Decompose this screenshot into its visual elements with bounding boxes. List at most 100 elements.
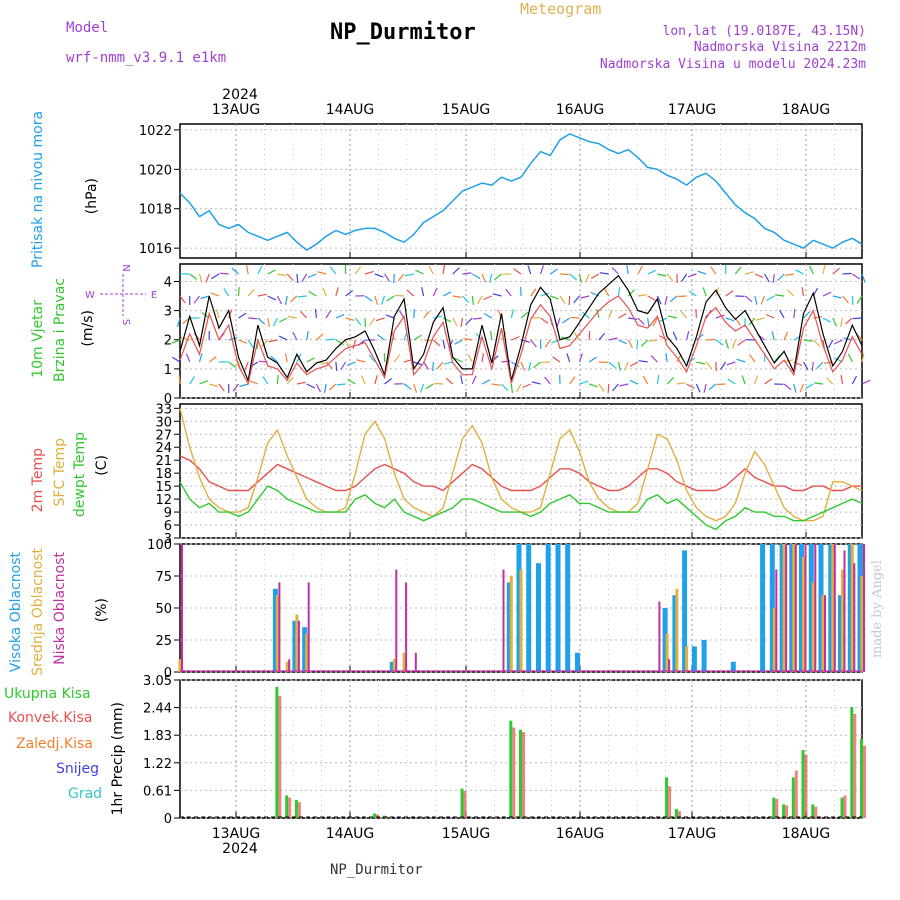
wind-arrow <box>588 330 591 341</box>
mid-cloud-bar <box>665 633 669 672</box>
y-tick-label: 12 <box>155 493 172 508</box>
wind-arrow <box>559 273 570 276</box>
wind-arrow <box>510 309 514 319</box>
wind-arrow <box>528 361 532 371</box>
wind-arrow <box>481 273 487 283</box>
wind-arrow <box>406 289 415 297</box>
wind-arrow <box>354 317 362 326</box>
wind-arrow <box>726 361 736 366</box>
wind-arrow <box>364 270 374 275</box>
wind-arrow <box>247 288 255 297</box>
wind-arrow <box>471 295 474 305</box>
wind-arrow <box>425 383 434 390</box>
mid-cloud-bar <box>402 652 406 672</box>
wind-arrow <box>559 295 566 304</box>
wind-arrow <box>481 353 484 363</box>
wind-arrow <box>765 313 775 319</box>
convective-precip-bar <box>522 732 525 818</box>
wind-arrow <box>816 361 824 369</box>
wind-arrow <box>287 315 298 319</box>
low-cloud-bar <box>414 652 417 672</box>
wind-arrow <box>326 338 336 341</box>
wind-arrow <box>664 295 668 305</box>
wind-arrow <box>754 295 758 305</box>
y-tick-label: 100 <box>147 538 172 553</box>
wind-arrow <box>423 361 430 370</box>
wind-arrow <box>623 361 629 371</box>
y-tick-label: 0.61 <box>143 784 172 799</box>
wind-arrow <box>814 382 824 385</box>
high-cloud-bar <box>516 544 522 672</box>
wind-arrow <box>462 295 470 303</box>
wind-arrow <box>218 383 225 392</box>
wind-arrow <box>297 295 307 298</box>
wind-arrow <box>228 309 233 319</box>
mid-cloud-bar <box>275 595 279 672</box>
station-elevation: Nadmorska Visina 2212m <box>693 40 866 55</box>
mid-cloud-bar <box>821 595 825 672</box>
wind-arrow <box>578 273 583 283</box>
wind-arrow <box>852 317 863 320</box>
wind-arrow <box>676 382 686 385</box>
wind-arrow <box>501 383 509 391</box>
wind-arrow <box>347 378 356 385</box>
wind-arrow <box>345 317 355 321</box>
wind-arrow <box>404 273 414 277</box>
low-cloud-bar <box>405 582 408 672</box>
wind-arrow <box>786 289 795 297</box>
y-tick-label: 27 <box>155 428 172 443</box>
wind-arrow <box>492 293 502 297</box>
wind-arrow <box>322 287 327 297</box>
wind-arrow <box>650 355 658 363</box>
wind-arrow <box>539 265 544 275</box>
wind-arrow <box>249 380 259 385</box>
wind-arrow <box>276 374 279 385</box>
wind-arrow <box>176 317 181 327</box>
wind-arrow <box>261 339 269 348</box>
y-tick-label: 2 <box>164 334 172 349</box>
top-day-label: 13AUG <box>212 102 261 118</box>
convective-precip-bar <box>385 816 389 818</box>
wind-arrow <box>686 331 690 341</box>
wind-arrow <box>599 272 609 275</box>
high-cloud-bar <box>682 550 688 672</box>
wind-arrow <box>434 382 444 385</box>
wind-arrow <box>413 308 416 319</box>
high-cloud-bar <box>506 582 512 672</box>
wind-arrow <box>771 331 775 341</box>
wind-arrow <box>270 355 278 363</box>
y-tick-label: 6 <box>164 519 172 534</box>
page-title: NP_Durmitor <box>330 20 476 45</box>
wind-arrow <box>308 290 317 297</box>
wind-arrow <box>178 374 181 385</box>
convective-precip-bar <box>278 695 282 818</box>
wind-arrow <box>296 273 299 284</box>
wind-arrow <box>317 271 327 275</box>
convective-precip-bar <box>512 727 516 818</box>
wind-arrow <box>777 273 785 281</box>
mid-cloud-bar <box>792 544 796 672</box>
high-cloud-bar <box>857 544 863 672</box>
wind-arrow <box>361 375 366 385</box>
wind-arrow <box>199 380 209 385</box>
low-cloud-bar <box>833 544 836 672</box>
wind-arrow <box>737 339 746 346</box>
convective-precip-bar <box>843 795 847 818</box>
total-precip-bar <box>509 720 513 818</box>
wind-arrow <box>533 361 541 369</box>
wind-arrow <box>432 287 438 297</box>
high-cloud-bar <box>389 661 395 672</box>
wind-arrow <box>669 295 678 303</box>
wind-arrow <box>608 337 618 341</box>
high-cloud-bar <box>838 595 843 672</box>
wind-arrow <box>598 332 606 341</box>
wind-arrow <box>799 383 805 393</box>
wind-arrow <box>715 339 724 346</box>
wind-arrow <box>432 339 441 347</box>
high-cloud-bar <box>779 544 785 672</box>
wind-arrow <box>626 265 629 275</box>
wind-gust-line <box>179 274 863 383</box>
wind-arrow <box>647 317 650 327</box>
model-elevation: Nadmorska Visina u modelu 2024.23m <box>599 57 866 72</box>
wind-arrow <box>489 273 493 283</box>
